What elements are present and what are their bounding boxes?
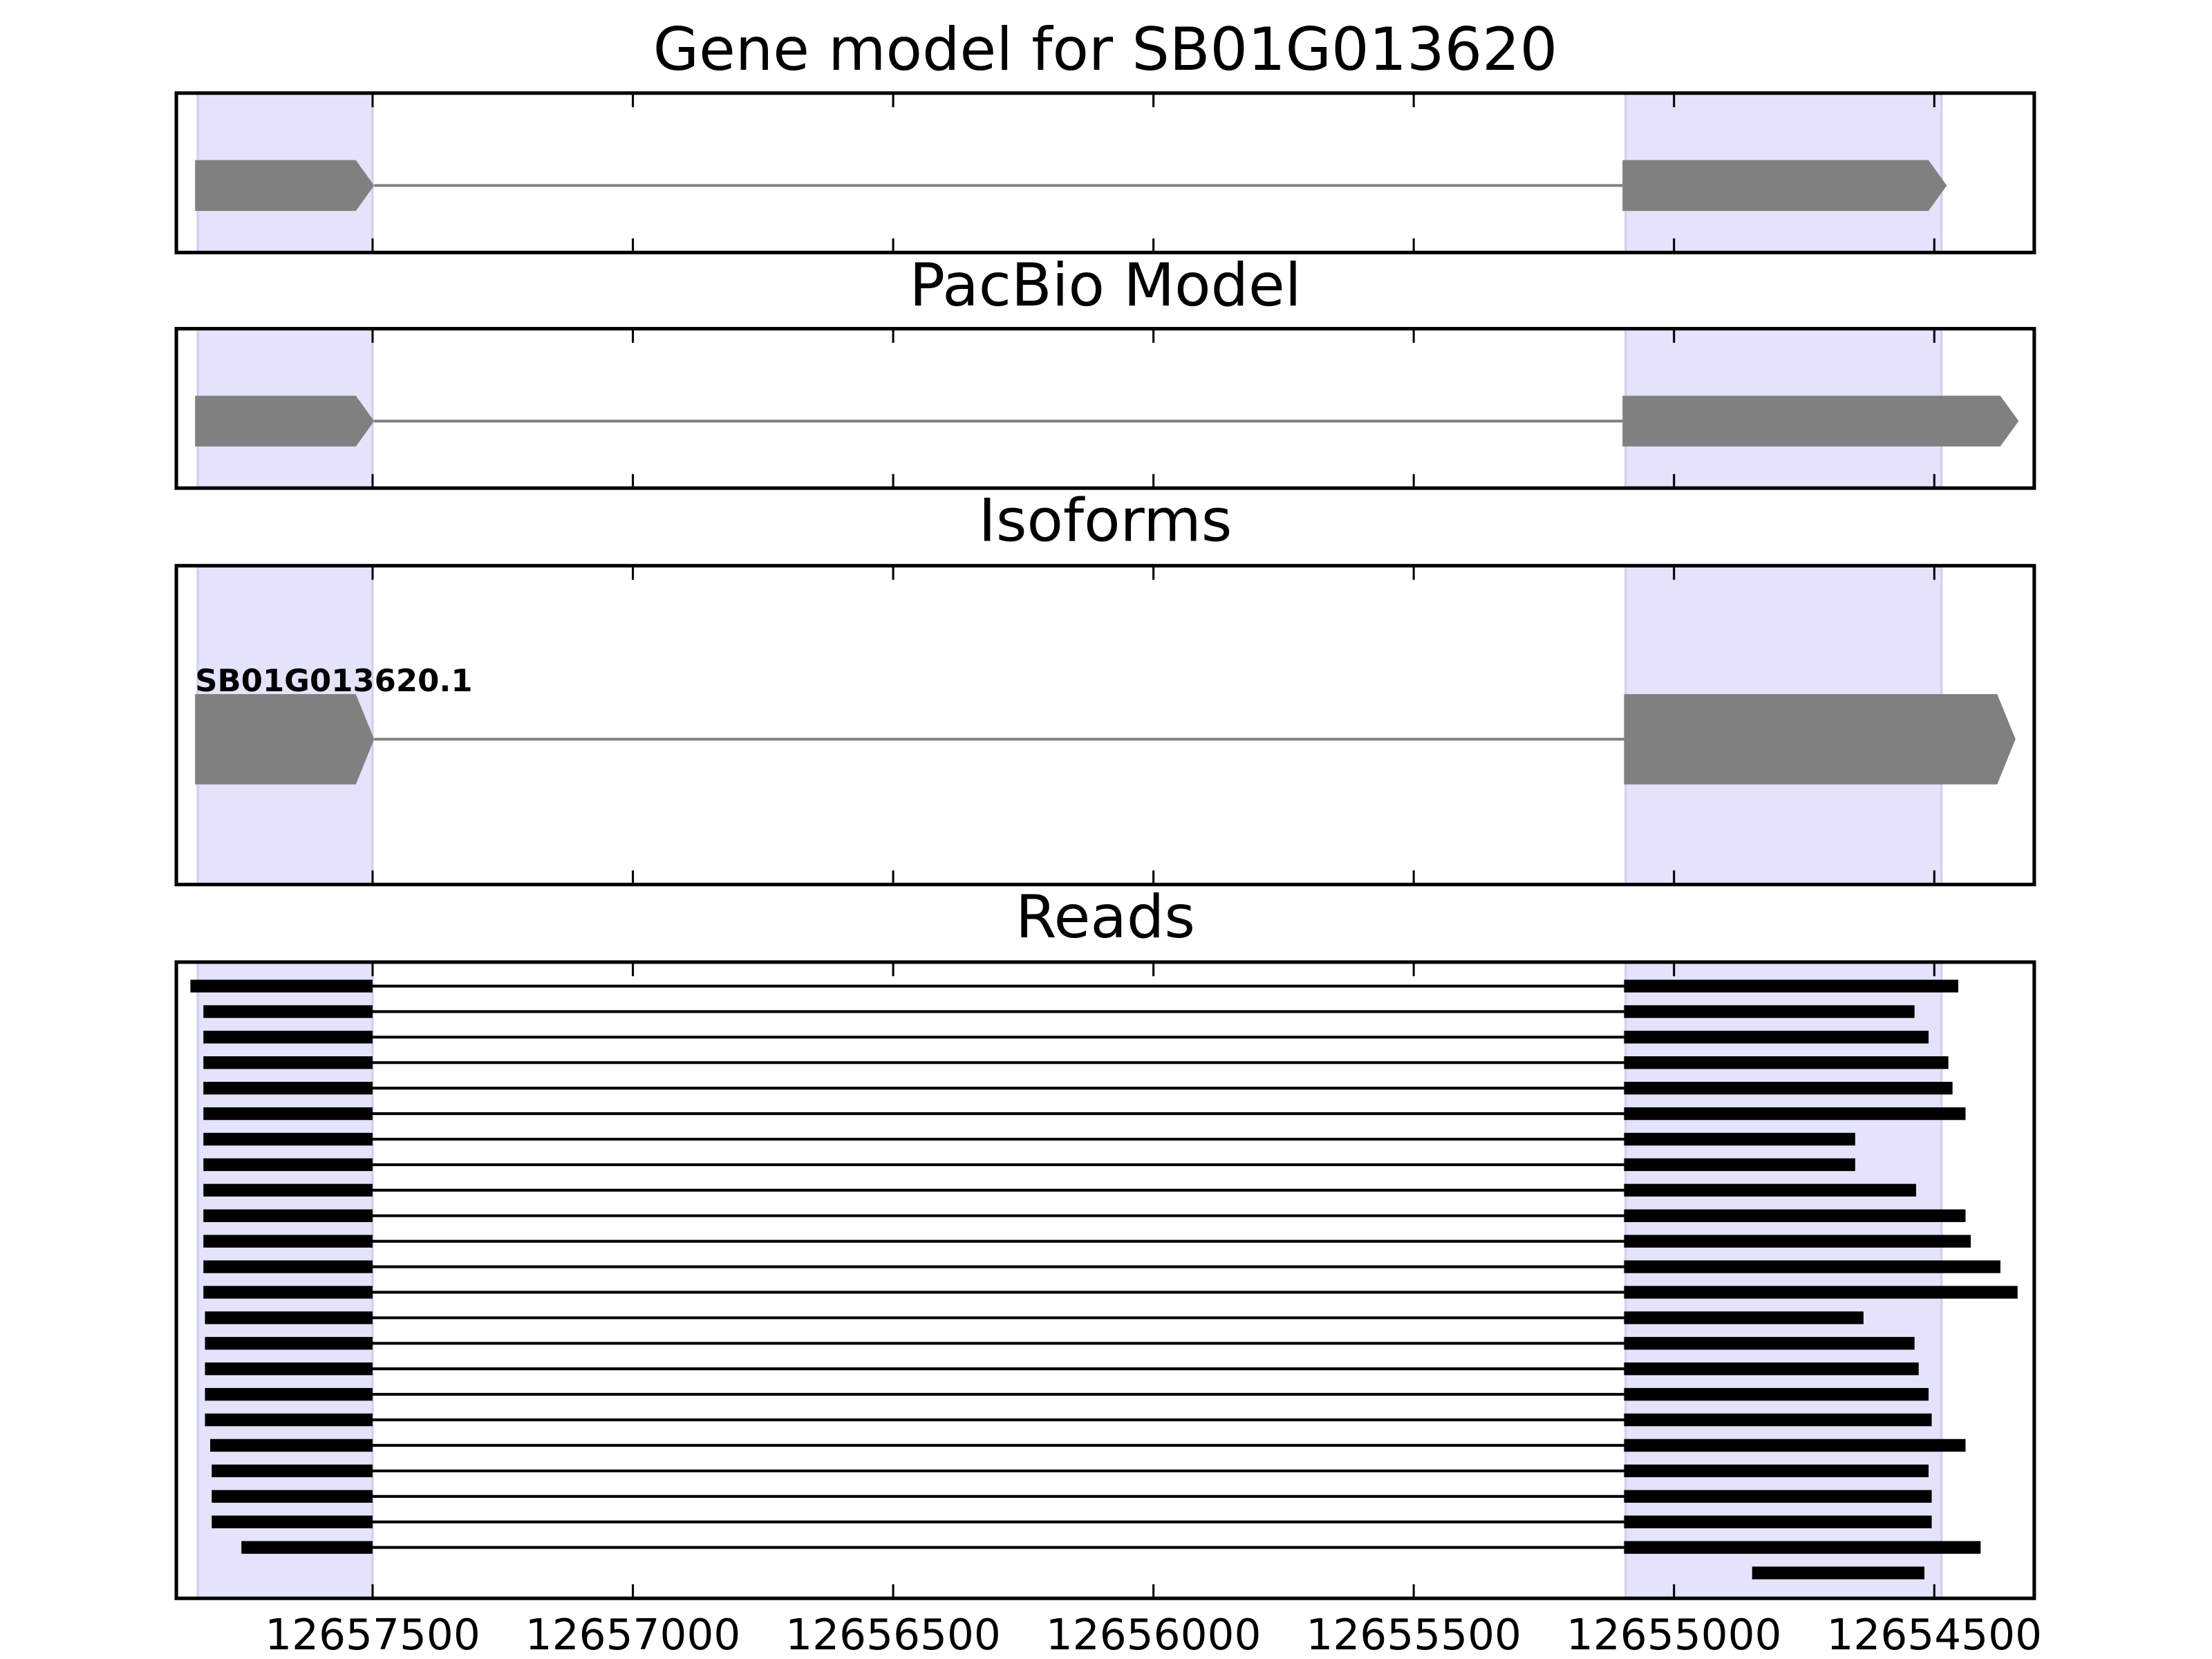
read-block xyxy=(1624,1413,1932,1427)
x-tick-label: 12655500 xyxy=(1306,1611,1521,1659)
exon xyxy=(195,395,375,447)
read-block xyxy=(1624,1235,1971,1248)
read-block xyxy=(205,1311,373,1324)
read-block xyxy=(1624,1362,1919,1376)
panel-frame xyxy=(174,326,2036,490)
x-tick-label: 12654500 xyxy=(1826,1611,2042,1659)
read-block xyxy=(1624,1056,1949,1069)
read-block xyxy=(1624,1107,1966,1121)
exon xyxy=(1622,395,2019,447)
x-tick-label: 12657000 xyxy=(525,1611,741,1659)
read-block xyxy=(1624,1311,1864,1324)
read-block xyxy=(1624,1464,1929,1478)
read-block xyxy=(205,1362,373,1376)
read-block xyxy=(1624,1286,2018,1299)
read-block xyxy=(1624,1031,1929,1044)
read-block xyxy=(1624,980,1958,993)
read-block xyxy=(203,1132,373,1146)
read-block xyxy=(203,1005,373,1018)
read-block xyxy=(1624,1183,1916,1197)
read-block xyxy=(205,1387,373,1401)
exon xyxy=(195,694,375,785)
read-block xyxy=(212,1515,373,1528)
read-block xyxy=(241,1541,373,1554)
read-block xyxy=(203,1158,373,1172)
read-block xyxy=(203,1081,373,1095)
panel-title: Isoforms xyxy=(979,487,1232,556)
x-tick-label: 12656500 xyxy=(785,1611,1001,1659)
exon xyxy=(1624,694,2016,785)
exon xyxy=(195,160,375,212)
panel-title: PacBio Model xyxy=(909,251,1301,320)
read-block xyxy=(1624,1438,1966,1452)
read-block xyxy=(190,980,373,993)
read-block xyxy=(203,1031,373,1044)
read-block xyxy=(1624,1387,1929,1401)
x-tick-label: 12657500 xyxy=(265,1611,480,1659)
read-block xyxy=(1624,1158,1855,1172)
read-block xyxy=(1624,1541,1981,1554)
panel-frame xyxy=(174,960,2036,1600)
panel-frame xyxy=(174,563,2036,887)
read-block xyxy=(203,1183,373,1197)
read-block xyxy=(212,1490,373,1503)
panel-frame xyxy=(174,91,2036,254)
read-block xyxy=(203,1286,373,1299)
read-block xyxy=(205,1413,373,1427)
read-block xyxy=(212,1464,373,1478)
read-block xyxy=(203,1260,373,1273)
read-block xyxy=(1624,1081,1953,1095)
read-block xyxy=(1752,1566,1924,1580)
read-block xyxy=(1624,1209,1966,1222)
isoform-label: SB01G013620.1 xyxy=(195,662,472,699)
read-block xyxy=(203,1056,373,1069)
panel-title: Gene model for SB01G013620 xyxy=(653,15,1557,84)
x-tick-label: 12656000 xyxy=(1046,1611,1262,1659)
read-block xyxy=(1624,1490,1932,1503)
read-block xyxy=(1624,1337,1915,1350)
exon xyxy=(1622,160,1947,212)
read-block xyxy=(1624,1515,1932,1528)
x-tick-label: 12655000 xyxy=(1566,1611,1782,1659)
read-block xyxy=(1624,1132,1855,1146)
read-block xyxy=(205,1337,373,1350)
read-block xyxy=(203,1235,373,1248)
panel-title: Reads xyxy=(1015,883,1195,952)
read-block xyxy=(203,1107,373,1121)
read-block xyxy=(210,1438,373,1452)
read-block xyxy=(1624,1260,2000,1273)
read-block xyxy=(1624,1005,1915,1018)
read-block xyxy=(203,1209,373,1222)
